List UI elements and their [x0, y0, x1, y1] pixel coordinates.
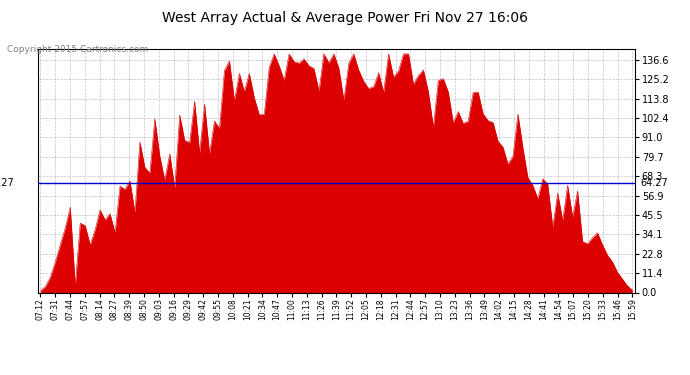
Text: 64.27: 64.27	[0, 178, 14, 188]
Text: Copyright 2015 Cartronics.com: Copyright 2015 Cartronics.com	[7, 45, 148, 54]
Text: 64.27: 64.27	[641, 178, 669, 188]
Text: West Array Actual & Average Power Fri Nov 27 16:06: West Array Actual & Average Power Fri No…	[162, 11, 528, 25]
